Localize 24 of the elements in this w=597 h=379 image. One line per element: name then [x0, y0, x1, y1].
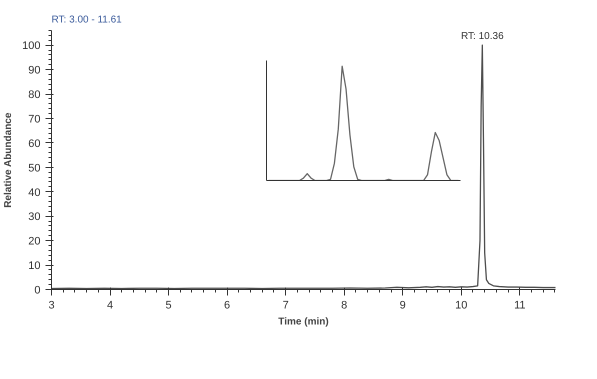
chart-title: RT: 3.00 - 11.61 [52, 14, 122, 26]
y-tick-label: 20 [28, 236, 41, 248]
y-tick-label: 70 [28, 113, 41, 126]
x-tick-label: 5 [166, 300, 172, 312]
x-tick-label: 11 [514, 300, 526, 312]
x-axis-title: Time (min) [278, 316, 329, 328]
x-tick-label: 7 [282, 300, 289, 312]
x-tick-label: 10 [455, 300, 468, 312]
y-tick-label: 30 [28, 211, 41, 224]
y-tick-label: 50 [28, 162, 41, 174]
y-axis-title: Relative Abundance [3, 112, 14, 208]
y-tick-label: 40 [28, 186, 41, 199]
x-tick-label: 8 [341, 300, 348, 312]
x-tick-label: 6 [224, 300, 230, 312]
y-tick-label: 0 [34, 284, 41, 296]
y-tick-label: 90 [28, 64, 41, 77]
y-tick-label: 100 [22, 40, 41, 52]
y-tick-label: 80 [28, 89, 41, 102]
y-tick-label: 10 [28, 260, 41, 272]
x-tick-label: 9 [400, 300, 406, 312]
annotation: RT: 10.36 [461, 31, 504, 42]
x-tick-label: 3 [48, 300, 55, 312]
x-tick-label: 4 [106, 300, 114, 312]
y-tick-label: 60 [28, 138, 41, 150]
